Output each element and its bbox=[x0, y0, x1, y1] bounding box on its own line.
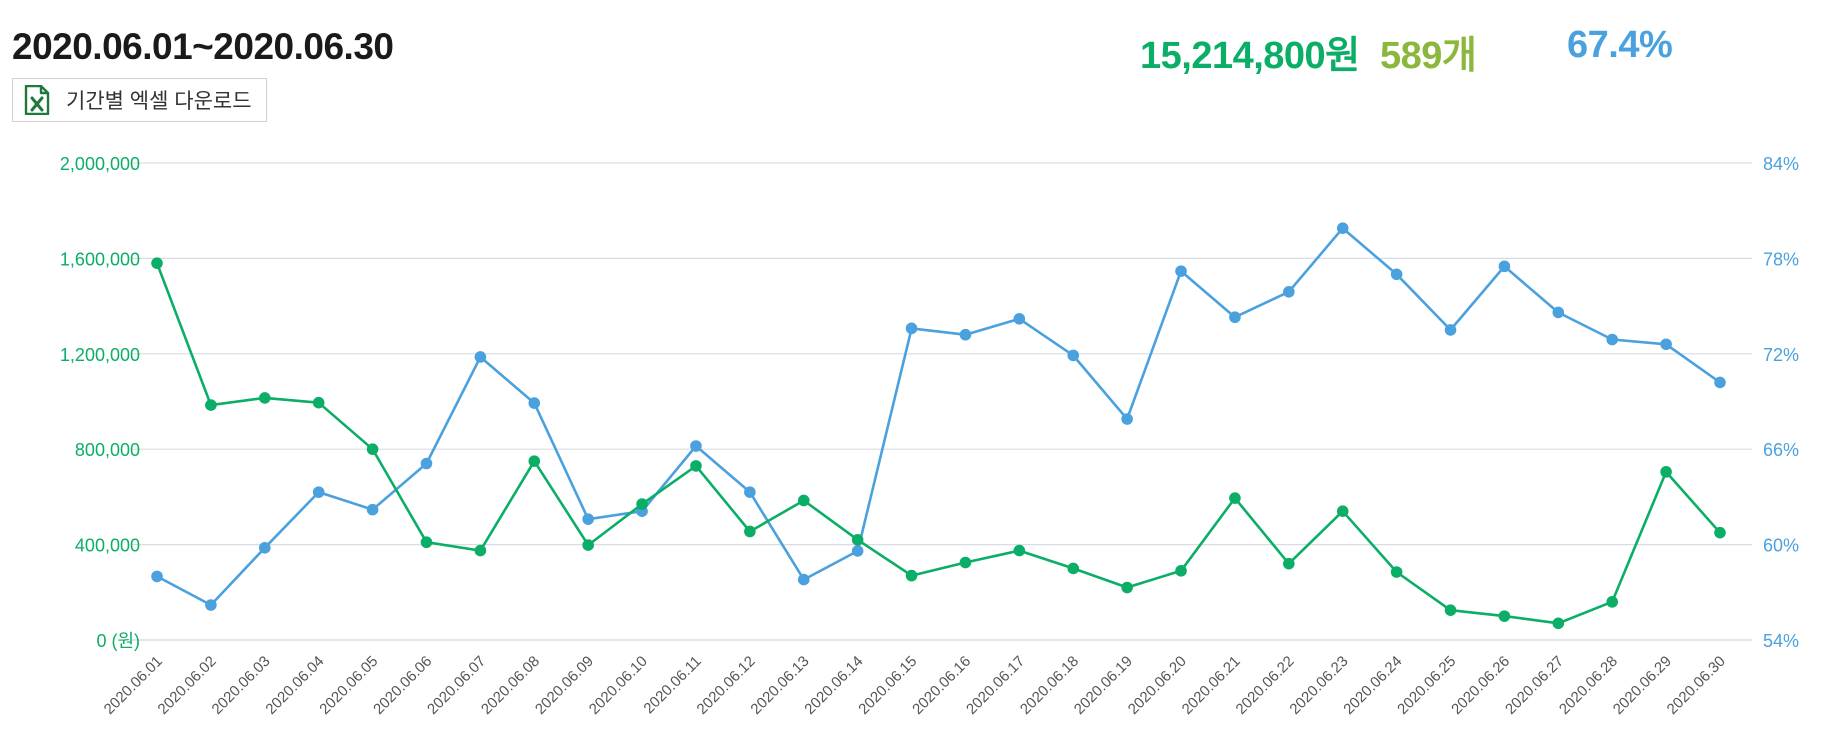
rate-data-point bbox=[744, 486, 756, 498]
rate-data-point bbox=[205, 599, 217, 611]
x-axis-tick-label: 2020.06.10 bbox=[586, 653, 651, 718]
rate-data-point bbox=[905, 322, 918, 335]
sales-data-point bbox=[1229, 492, 1241, 504]
sales-data-point bbox=[1606, 596, 1619, 608]
left-axis-tick-label: 2,000,000 bbox=[60, 154, 140, 174]
sales-data-point bbox=[959, 556, 972, 569]
rate-summary: 67.4% bbox=[1567, 24, 1673, 66]
left-axis-tick-label: 1,600,000 bbox=[60, 249, 140, 269]
right-axis-tick-label: 54% bbox=[1763, 631, 1799, 651]
excel-file-icon bbox=[22, 84, 52, 116]
rate-data-point bbox=[690, 440, 702, 452]
rate-data-point bbox=[151, 570, 163, 583]
rate-data-point bbox=[1175, 265, 1187, 277]
sales-data-point bbox=[1552, 617, 1565, 630]
sales-series-line bbox=[155, 262, 1721, 625]
rate-data-point bbox=[1444, 324, 1457, 336]
rate-data-point bbox=[1714, 376, 1726, 389]
right-axis-tick-label: 72% bbox=[1763, 345, 1799, 365]
left-axis-tick-label: 400,000 bbox=[75, 536, 140, 556]
rate-data-point bbox=[959, 328, 972, 341]
sales-data-point bbox=[1498, 610, 1511, 622]
sales-data-point bbox=[636, 498, 648, 510]
rate-data-point bbox=[1067, 349, 1080, 362]
rate-data-point bbox=[1660, 338, 1672, 351]
excel-download-label: 기간별 엑셀 다운로드 bbox=[66, 90, 252, 113]
right-axis-tick-label: 66% bbox=[1763, 440, 1799, 460]
rate-data-point bbox=[1606, 333, 1619, 346]
sales-data-point bbox=[474, 544, 487, 557]
rate-data-point bbox=[312, 486, 325, 498]
sales-data-point bbox=[797, 494, 810, 507]
rate-data-point bbox=[258, 541, 271, 554]
date-range-title: 2020.06.01~2020.06.30 bbox=[12, 26, 394, 67]
sales-data-point bbox=[1013, 544, 1026, 557]
sales-data-point bbox=[905, 569, 918, 582]
sales-data-point bbox=[1714, 526, 1726, 539]
rate-data-point bbox=[1498, 260, 1511, 273]
excel-download-button[interactable]: 기간별 엑셀 다운로드 bbox=[12, 78, 267, 122]
sales-data-point bbox=[690, 460, 702, 472]
sales-rate-line-chart: 0 (원) 54% 400,000 60% 800,000 66% 1,200,000 72%… bbox=[60, 154, 1799, 718]
rate-data-point bbox=[797, 573, 810, 586]
sales-data-point bbox=[528, 455, 541, 467]
sales-data-point bbox=[420, 536, 433, 549]
sales-data-point bbox=[312, 396, 325, 409]
rate-data-point bbox=[1336, 222, 1349, 234]
rate-data-point bbox=[1121, 413, 1133, 425]
total-sales-summary: 15,214,800원 bbox=[1140, 35, 1360, 77]
right-axis-tick-label: 60% bbox=[1763, 536, 1799, 556]
sales-data-point bbox=[582, 539, 594, 551]
rate-series-line bbox=[156, 226, 1721, 607]
sales-data-point bbox=[1121, 581, 1133, 594]
rate-data-point bbox=[528, 397, 541, 409]
sales-data-point bbox=[1067, 562, 1080, 575]
sales-data-point bbox=[1660, 466, 1672, 478]
rate-data-point bbox=[1390, 268, 1403, 281]
right-axis-tick-label: 84% bbox=[1763, 154, 1799, 174]
sales-data-point bbox=[1283, 557, 1295, 570]
rate-data-point bbox=[1229, 311, 1241, 324]
left-axis-tick-label: 1,200,000 bbox=[60, 345, 140, 365]
total-count-summary: 589개 bbox=[1380, 35, 1477, 77]
rate-data-point bbox=[366, 503, 379, 516]
sales-data-point bbox=[1390, 566, 1403, 578]
sales-data-point bbox=[851, 534, 864, 546]
rate-data-point bbox=[851, 545, 864, 557]
sales-data-point bbox=[744, 525, 756, 538]
rate-data-point bbox=[420, 457, 433, 470]
rate-data-point bbox=[1283, 285, 1295, 298]
rate-data-point bbox=[474, 351, 487, 363]
rate-data-point bbox=[1013, 313, 1026, 325]
rate-data-point bbox=[1552, 306, 1565, 319]
left-axis-tick-label: 0 (원) bbox=[96, 631, 140, 651]
sales-data-point bbox=[151, 257, 163, 269]
right-axis-tick-label: 78% bbox=[1763, 249, 1799, 269]
sales-data-point bbox=[366, 443, 379, 456]
sales-data-point bbox=[258, 392, 271, 404]
left-axis-tick-label: 800,000 bbox=[75, 440, 140, 460]
sales-data-point bbox=[1336, 505, 1349, 518]
sales-data-point bbox=[1175, 565, 1187, 577]
sales-data-point bbox=[205, 399, 217, 411]
x-axis-tick-label: 2020.06.30 bbox=[1664, 653, 1729, 718]
sales-data-point bbox=[1444, 604, 1457, 616]
rate-data-point bbox=[582, 513, 594, 525]
